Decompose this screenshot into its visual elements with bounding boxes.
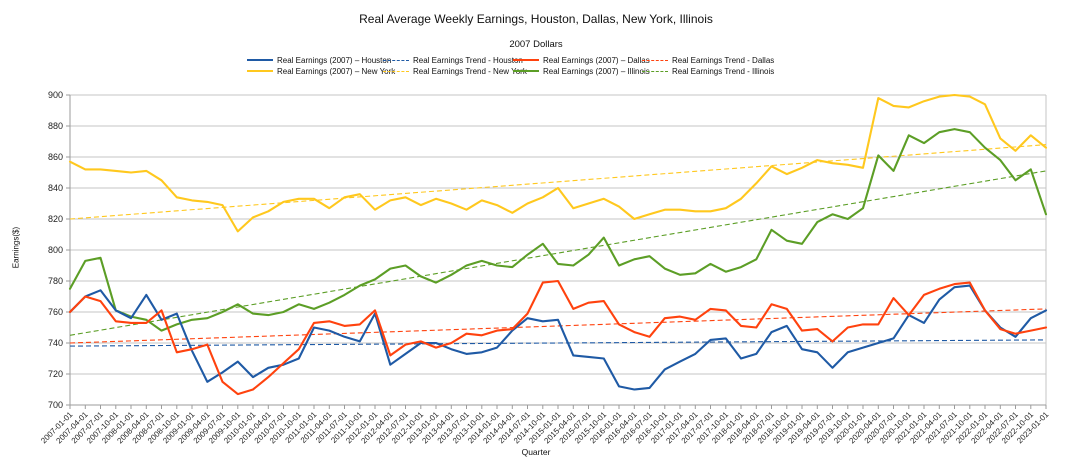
legend-label-new-york-trend: Real Earnings Trend - New York xyxy=(413,66,527,76)
legend-item-dallas: Real Earnings (2007) – Dallas xyxy=(513,55,650,65)
legend-swatch-illinois xyxy=(513,70,539,72)
y-axis-tick-label: 800 xyxy=(48,245,63,255)
legend-label-illinois: Real Earnings (2007) – Illinois xyxy=(543,66,650,76)
y-axis-tick-label: 760 xyxy=(48,307,63,317)
y-axis-tick-label: 880 xyxy=(48,121,63,131)
x-axis-title: Quarter xyxy=(521,447,551,457)
y-axis-tick-label: 840 xyxy=(48,183,63,193)
legend-label-new-york: Real Earnings (2007) – New York xyxy=(277,66,396,76)
legend-item-new-york: Real Earnings (2007) – New York xyxy=(247,66,395,76)
trend-line-new-york-trend xyxy=(69,144,1047,220)
legend-label-dallas-trend: Real Earnings Trend - Dallas xyxy=(672,55,775,65)
legend-label-houston: Real Earnings (2007) – Houston xyxy=(277,55,392,65)
trend-line-illinois-trend xyxy=(69,170,1047,336)
legend-swatch-dallas xyxy=(513,59,539,61)
series-line-illinois xyxy=(68,128,1048,332)
legend-item-houston: Real Earnings (2007) – Houston xyxy=(247,55,391,65)
series-line-dallas xyxy=(68,279,1048,396)
y-axis-tick-label: 720 xyxy=(48,369,63,379)
y-axis-title: Earnings($) xyxy=(11,226,21,269)
legend-swatch-new-york xyxy=(247,70,273,72)
legend-item-houston-trend: Real Earnings Trend - Houston xyxy=(383,55,523,65)
legend-item-dallas-trend: Real Earnings Trend - Dallas xyxy=(642,55,775,65)
y-axis-tick-label: 820 xyxy=(48,214,63,224)
y-axis-tick-label: 860 xyxy=(48,152,63,162)
legend-item-illinois-trend: Real Earnings Trend - Illinois xyxy=(642,66,775,76)
legend-item-new-york-trend: Real Earnings Trend - New York xyxy=(383,66,527,76)
legend-item-illinois: Real Earnings (2007) – Illinois xyxy=(513,66,650,76)
chart-title: Real Average Weekly Earnings, Houston, D… xyxy=(359,12,713,26)
legend-label-illinois-trend: Real Earnings Trend - Illinois xyxy=(672,66,775,76)
series-line-new-york xyxy=(68,93,1048,233)
legend-swatch-new-york-trend xyxy=(383,70,409,72)
legend-label-houston-trend: Real Earnings Trend - Houston xyxy=(413,55,523,65)
legend-swatch-illinois-trend xyxy=(642,70,668,72)
series-line-houston xyxy=(68,284,1048,391)
y-axis-tick-label: 900 xyxy=(48,90,63,100)
y-axis-tick-label: 700 xyxy=(48,400,63,410)
trend-line-dallas-trend xyxy=(69,308,1047,344)
legend-label-dallas: Real Earnings (2007) – Dallas xyxy=(543,55,650,65)
y-axis-tick-label: 780 xyxy=(48,276,63,286)
legend-swatch-houston-trend xyxy=(383,59,409,61)
legend: Real Earnings (2007) – Houston Real Earni… xyxy=(247,55,775,76)
trend-line-houston-trend xyxy=(69,339,1047,347)
legend-swatch-houston xyxy=(247,59,273,61)
chart-subtitle: 2007 Dollars xyxy=(509,39,563,50)
legend-swatch-dallas-trend xyxy=(642,59,668,61)
y-axis-tick-label: 740 xyxy=(48,338,63,348)
